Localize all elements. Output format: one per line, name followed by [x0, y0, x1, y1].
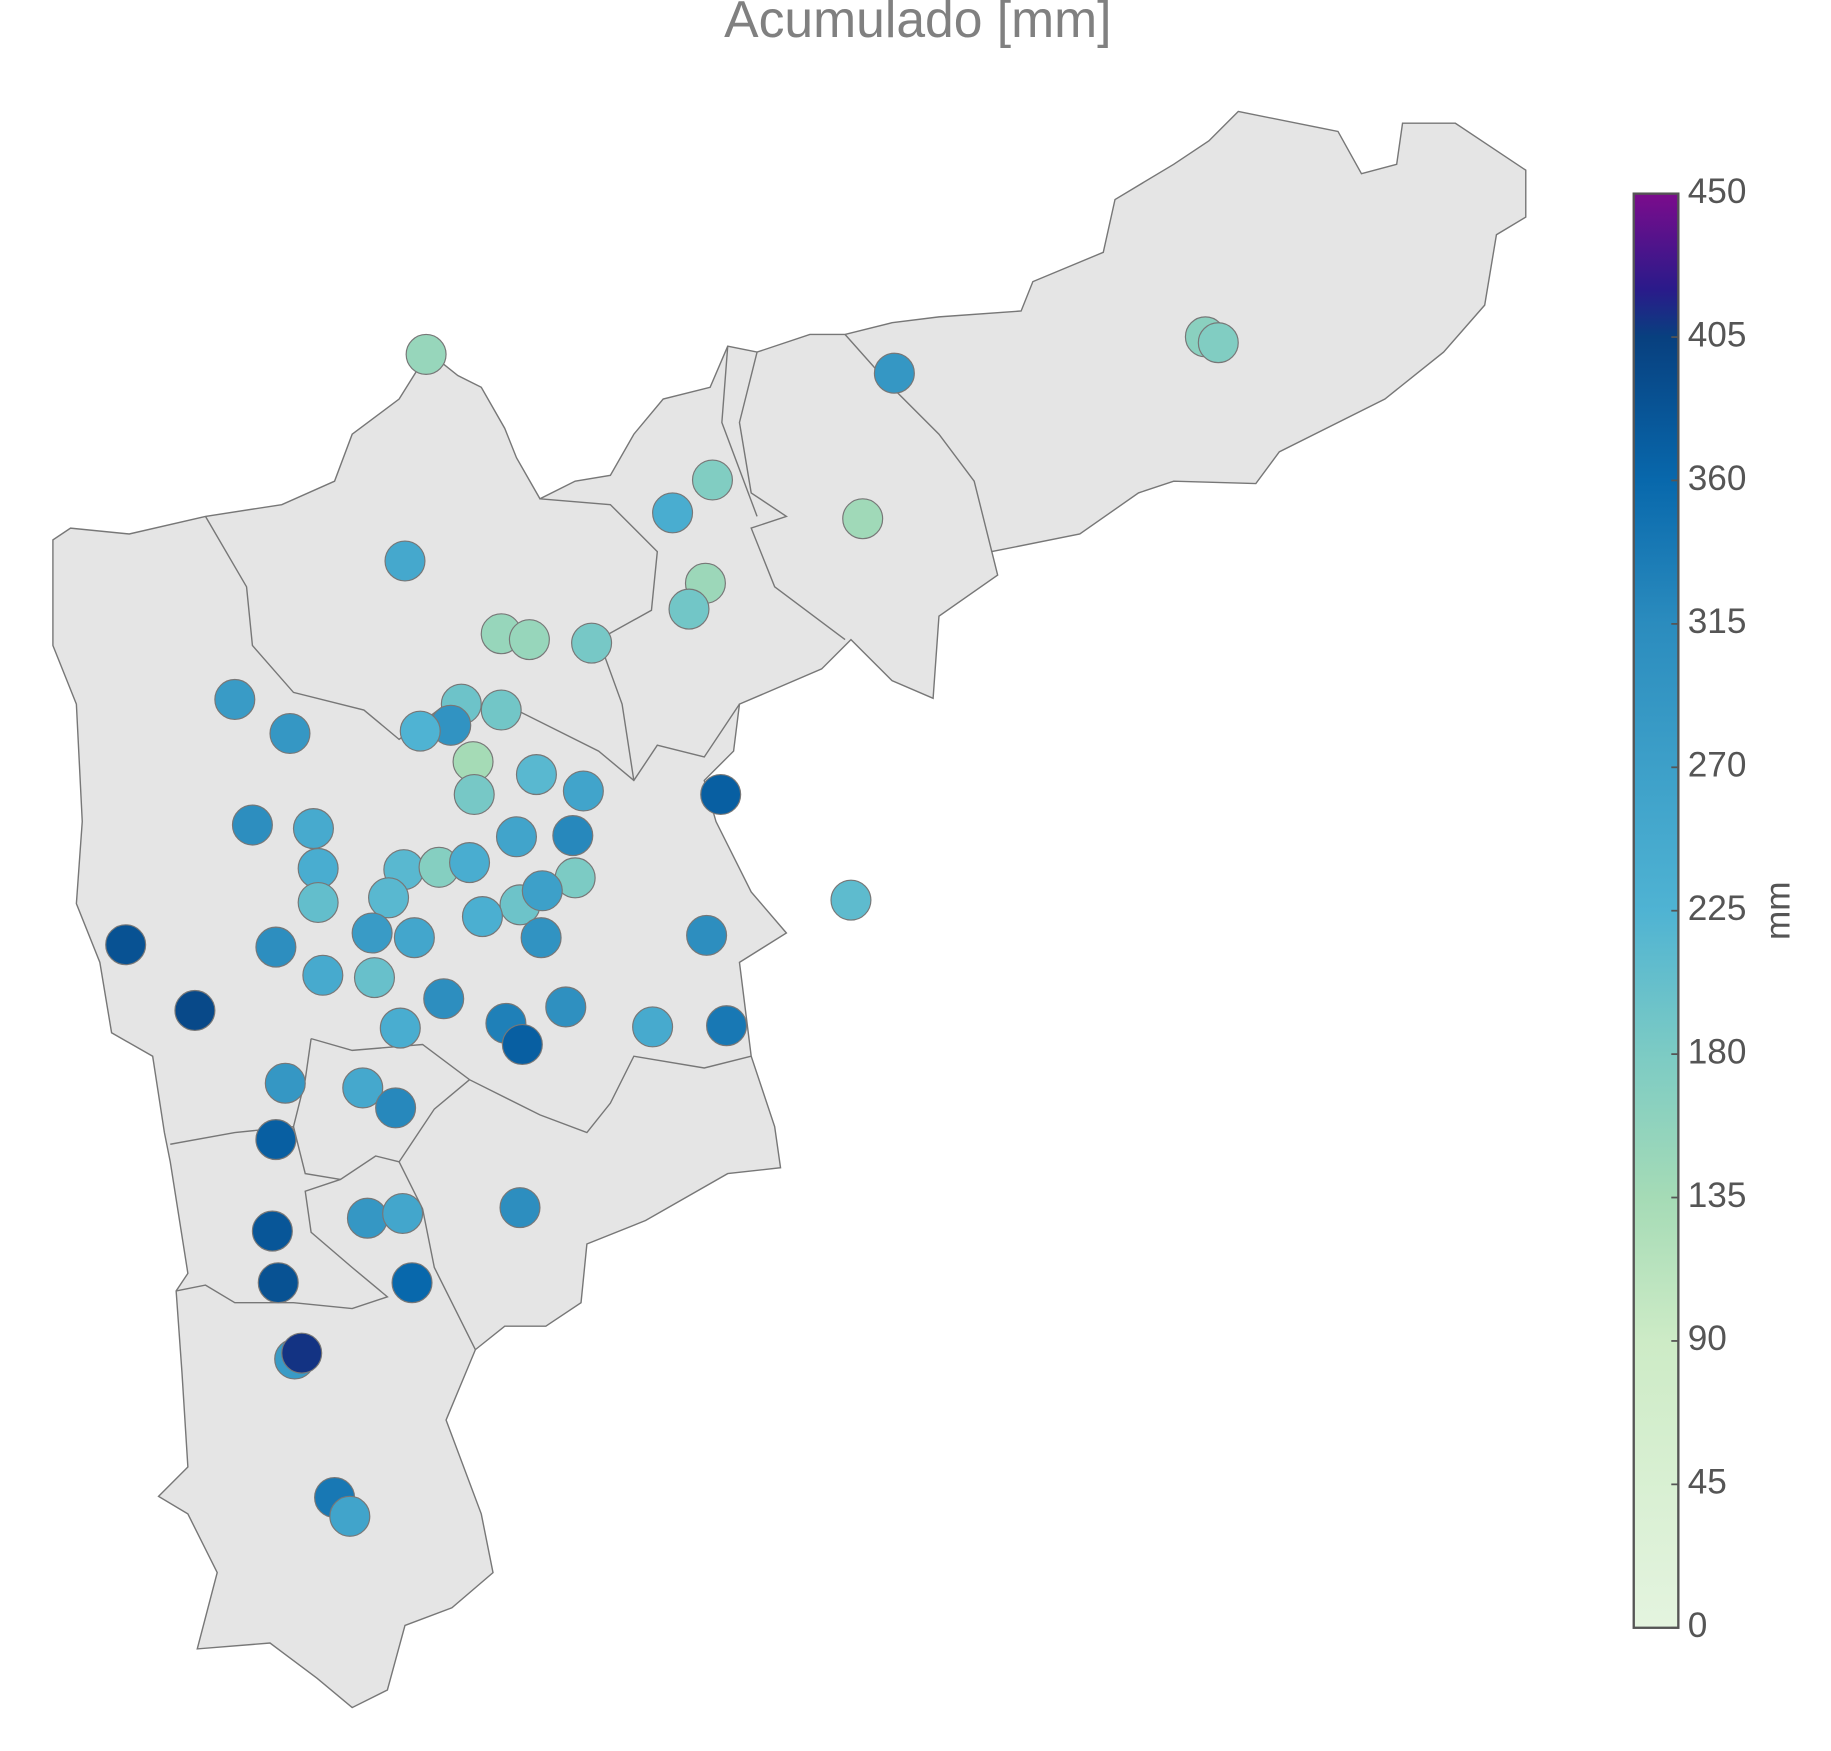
station-point	[668, 588, 710, 630]
station-point	[495, 816, 538, 858]
station-point	[562, 770, 604, 812]
station-point	[508, 619, 550, 661]
station-point	[632, 1006, 674, 1048]
region-outline	[52, 110, 1527, 1709]
colorbar-tick-label: 135	[1688, 1176, 1747, 1215]
station-point	[214, 678, 256, 720]
station-point	[520, 917, 562, 959]
station-point	[448, 842, 491, 884]
station-point	[480, 689, 522, 731]
station-point	[399, 710, 441, 752]
station-point	[351, 912, 393, 954]
station-point	[552, 815, 594, 857]
station-point	[515, 754, 557, 796]
colorbar-tick-label: 45	[1688, 1463, 1727, 1502]
colorbar-tick-label: 180	[1688, 1032, 1747, 1071]
chart-title: Acumulado [mm]	[724, 0, 1111, 48]
station-point	[571, 622, 613, 664]
colorbar-tick-label: 360	[1688, 459, 1747, 498]
station-point	[346, 1197, 388, 1239]
station-point	[329, 1495, 371, 1537]
station-point	[652, 492, 694, 534]
station-point	[461, 896, 503, 938]
colorbar	[1632, 192, 1680, 1629]
station-point	[379, 1007, 421, 1049]
station-point	[375, 1087, 417, 1129]
station-point	[302, 954, 344, 996]
station-point	[231, 804, 273, 846]
station-point	[545, 986, 587, 1028]
station-point	[691, 459, 734, 501]
station-point	[342, 1067, 384, 1109]
station-point	[382, 1192, 424, 1235]
station-point	[264, 1062, 306, 1104]
station-point	[501, 1023, 543, 1066]
station-point	[1197, 322, 1239, 364]
station-point	[368, 877, 410, 919]
station-point	[255, 926, 297, 968]
station-point	[453, 773, 495, 816]
station-point	[292, 808, 334, 850]
colorbar-tick-label: 270	[1688, 746, 1747, 785]
station-point	[105, 924, 147, 966]
colorbar-tick-label: 315	[1688, 602, 1747, 641]
station-point	[251, 1210, 293, 1252]
colorbar-tick-label: 405	[1688, 315, 1747, 354]
station-point	[686, 914, 728, 956]
colorbar-tick-label: 90	[1688, 1319, 1727, 1358]
station-point	[405, 333, 447, 375]
station-point	[873, 352, 915, 394]
colorbar-tick-label: 0	[1688, 1606, 1708, 1645]
station-point	[257, 1262, 299, 1304]
station-point	[297, 881, 339, 924]
station-point	[842, 498, 884, 540]
station-point	[830, 879, 872, 921]
station-point	[281, 1332, 323, 1374]
station-point	[423, 978, 465, 1020]
colorbar-tick-label: 450	[1688, 172, 1747, 211]
colorbar-tick-label: 225	[1688, 889, 1747, 928]
station-point	[391, 1262, 433, 1304]
station-point	[384, 540, 426, 582]
station-point	[499, 1187, 541, 1229]
station-point	[255, 1119, 297, 1161]
station-point	[700, 773, 742, 816]
station-point	[174, 989, 216, 1032]
station-point	[393, 917, 435, 959]
station-point	[521, 870, 563, 912]
station-point	[353, 957, 396, 999]
colorbar-label: mm	[1759, 881, 1798, 940]
station-point	[269, 712, 311, 755]
station-point	[706, 1005, 748, 1047]
